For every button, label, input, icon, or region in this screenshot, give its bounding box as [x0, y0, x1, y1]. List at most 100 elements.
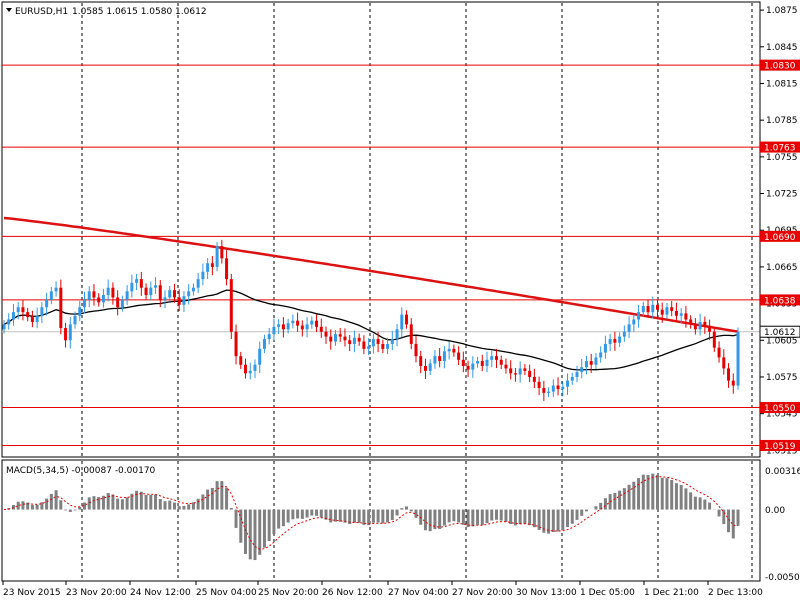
time-axis[interactable]: 23 Nov 2015 23 Nov 20:00 24 Nov 12:00 25 No…: [2, 581, 763, 598]
candle-body: [689, 319, 693, 325]
candle-body: [201, 271, 205, 280]
candle-body: [45, 299, 49, 308]
candle-body: [736, 331, 740, 386]
candle-body: [191, 287, 195, 292]
candle-body: [679, 313, 683, 316]
candle-body: [670, 307, 674, 311]
candle-body: [419, 356, 423, 366]
candle-body: [239, 356, 243, 365]
candle-body: [438, 356, 442, 362]
candle-body: [509, 368, 513, 374]
candle-body: [54, 287, 58, 292]
candle-body: [400, 314, 404, 330]
candle-body: [476, 361, 480, 364]
candle-body: [490, 356, 494, 360]
last-price-tag-box: [759, 325, 800, 338]
candle-body: [149, 287, 153, 296]
candle-body: [513, 373, 517, 375]
candle-body: [494, 356, 498, 360]
candle-body: [348, 340, 352, 344]
candle-body: [599, 352, 603, 358]
candle-body: [637, 312, 641, 320]
level-tag-box: [760, 402, 800, 414]
level-tag-label: 1.0550: [764, 404, 796, 414]
candle-body: [613, 339, 617, 343]
candle-body: [547, 391, 551, 393]
candle-body: [693, 324, 697, 330]
candle-body: [262, 339, 266, 349]
candle-body: [627, 324, 631, 332]
candle-body: [665, 307, 669, 315]
candle-body: [68, 324, 72, 341]
candle-body: [447, 348, 451, 352]
candle-body: [144, 287, 148, 296]
candle-body: [35, 315, 39, 322]
candle-body: [225, 258, 229, 280]
candle-body: [357, 337, 361, 342]
macd-axis[interactable]: 0.00316 0.00 -0.00505: [765, 467, 800, 583]
time-tick-label: 27 Nov 20:00: [452, 588, 513, 598]
candle-body: [428, 363, 432, 371]
candle-body: [703, 321, 707, 327]
candle-body: [111, 287, 115, 298]
price-pane[interactable]: [1, 1, 761, 458]
candle-body: [182, 296, 186, 305]
candle-body: [461, 359, 465, 366]
candle-body: [258, 348, 262, 365]
candle-body: [30, 317, 34, 322]
price-tick-label: 1.0845: [766, 43, 798, 53]
candle-body: [457, 352, 461, 360]
candle-body: [362, 341, 366, 349]
candle-body: [163, 297, 167, 300]
macd-pane[interactable]: [1, 459, 761, 582]
candle-body: [608, 339, 612, 344]
candle-body: [504, 364, 508, 369]
candle-body: [395, 329, 399, 340]
price-tick-label: 1.0785: [766, 116, 798, 126]
candle-body: [632, 319, 636, 325]
price-tick-label: 1.0725: [766, 190, 798, 200]
candle-body: [371, 339, 375, 347]
time-tick-label: 1 Dec 05:00: [580, 588, 635, 598]
candle-body: [267, 334, 271, 340]
candle-body: [727, 368, 731, 381]
candle-body: [116, 297, 120, 308]
level-tag-label: 1.0638: [764, 296, 796, 306]
candle-body: [215, 246, 219, 267]
candle-body: [352, 337, 356, 344]
candle-body: [641, 306, 645, 313]
level-tag-box: [760, 439, 800, 451]
candle-body: [537, 381, 541, 388]
candle-body: [49, 291, 53, 300]
candle-body: [130, 282, 134, 292]
candle-body: [64, 328, 68, 341]
candle-body: [272, 326, 276, 335]
candle-body: [684, 313, 688, 320]
candle-body: [16, 307, 20, 313]
collapse-triangle-icon[interactable]: [6, 8, 12, 12]
candle-body: [78, 307, 82, 316]
candle-body: [135, 279, 139, 283]
candle-body: [452, 348, 456, 353]
candle-body: [442, 351, 446, 362]
price-tick-label: 1.0545: [766, 410, 798, 420]
ma-slow-line: [3, 216, 739, 333]
candle-body: [518, 368, 522, 375]
price-tick-label: 1.0515: [766, 446, 798, 456]
candle-body: [570, 376, 574, 381]
candle-body: [580, 367, 584, 373]
time-tick-label: 2 Dec 13:00: [708, 588, 763, 598]
level-tag-label: 1.0763: [764, 144, 796, 154]
time-tick-label: 27 Nov 04:00: [388, 588, 449, 598]
macd-tick-zero: 0.00: [765, 506, 785, 516]
candle-body: [423, 365, 427, 371]
candle-body: [566, 380, 570, 387]
candle-body: [83, 299, 87, 308]
macd-tick-bottom: -0.00505: [765, 573, 800, 583]
macd-tick-top: 0.00316: [765, 467, 800, 477]
candle-body: [499, 359, 503, 365]
time-tick-label: 1 Dec 21:00: [644, 588, 699, 598]
candle-body: [542, 387, 546, 393]
symbol-header[interactable]: EURUSD,H1 1.0585 1.0615 1.0580 1.0612: [6, 7, 207, 17]
